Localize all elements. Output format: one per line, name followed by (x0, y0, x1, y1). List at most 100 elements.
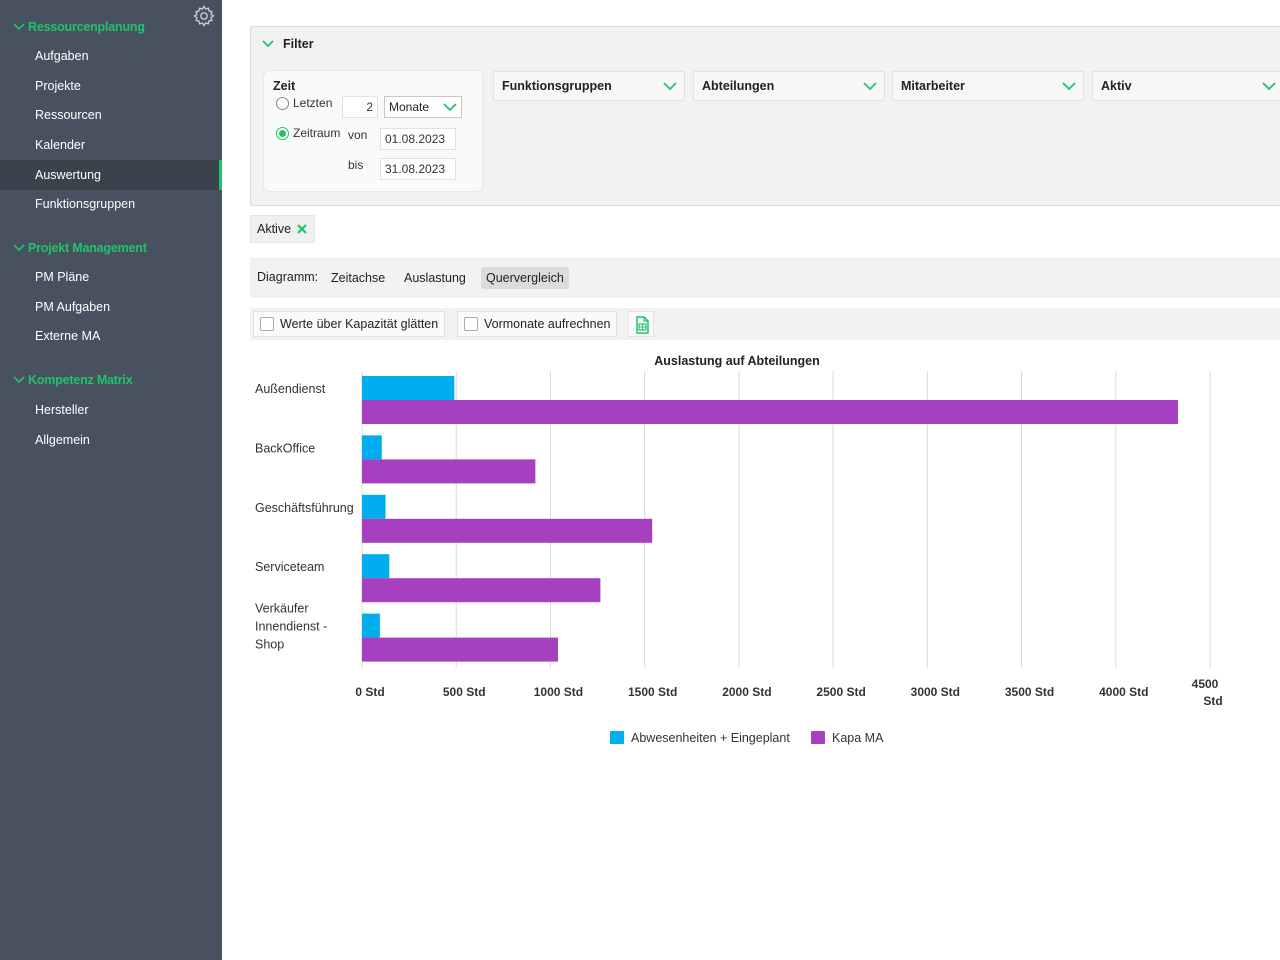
legend-label: Abwesenheiten + Eingeplant (631, 731, 790, 745)
dropdown-label: Aktiv (1101, 79, 1132, 93)
sidebar-item-projekte[interactable]: Projekte (35, 79, 81, 93)
section-label: Ressourcenplanung (28, 20, 145, 34)
chevron-down-icon (13, 244, 25, 252)
x-tick-label: 3000 Std (911, 685, 960, 699)
x-tick-label: 1000 Std (534, 685, 583, 699)
sidebar: Ressourcenplanung Aufgaben Projekte Ress… (0, 0, 222, 960)
section-label: Kompetenz Matrix (28, 373, 133, 387)
diagram-label: Diagramm: (257, 270, 319, 284)
sidebar-item-hersteller[interactable]: Hersteller (35, 403, 89, 417)
close-icon[interactable] (296, 223, 308, 235)
category-label: Außendienst (255, 382, 326, 396)
chevron-down-icon (443, 103, 457, 112)
zeit-label: Zeit (273, 79, 296, 93)
dropdown-label: Mitarbeiter (901, 79, 965, 93)
sidebar-item-pm-aufgaben[interactable]: PM Aufgaben (35, 300, 111, 314)
prev-months-label: Vormonate aufrechnen (484, 317, 611, 331)
letzten-input[interactable]: 2 (342, 96, 378, 118)
bar-abwesenheiten (362, 554, 390, 579)
chevron-down-icon (13, 376, 25, 384)
smooth-label: Werte über Kapazität glätten (280, 317, 439, 331)
dropdown-label: Abteilungen (702, 79, 775, 93)
excel-export-button[interactable] (628, 311, 654, 337)
filter-title: Filter (283, 37, 314, 51)
section-projekt-management[interactable]: Projekt Management (12, 241, 147, 255)
sidebar-item-auswertung[interactable]: Auswertung (0, 160, 222, 190)
checkbox[interactable] (260, 317, 274, 331)
bar-abwesenheiten (362, 613, 380, 638)
sidebar-item-aufgaben[interactable]: Aufgaben (35, 49, 89, 63)
diagram-toolbar: Diagramm: Zeitachse Auslastung Quervergl… (250, 258, 1280, 298)
tab-quervergleich[interactable]: Quervergleich (481, 267, 569, 289)
sidebar-item-ressourcen[interactable]: Ressourcen (35, 108, 102, 122)
dropdown-mitarbeiter[interactable]: Mitarbeiter (892, 71, 1084, 101)
category-label: Serviceteam (255, 560, 324, 574)
legend-swatch (811, 731, 825, 744)
legend-label: Kapa MA (832, 731, 884, 745)
x-tick-label: 3500 Std (1005, 685, 1054, 699)
unit-value: Monate (389, 100, 430, 114)
chip-label: Aktive (257, 222, 292, 236)
zeitraum-label: Zeitraum (293, 126, 341, 140)
section-kompetenz-matrix[interactable]: Kompetenz Matrix (12, 373, 133, 387)
dropdown-label: Funktionsgruppen (502, 79, 612, 93)
sidebar-item-funktionsgruppen[interactable]: Funktionsgruppen (35, 197, 136, 211)
chevron-down-icon (663, 82, 677, 91)
radio-letzten[interactable] (276, 97, 289, 110)
x-tick-label: 500 Std (443, 685, 486, 699)
chevron-down-icon (1062, 82, 1076, 91)
checkbox[interactable] (464, 317, 478, 331)
x-tick-label: 0 Std (355, 685, 384, 699)
filter-panel: Filter Zeit Letzten 2 Monate Zeitraum vo… (250, 26, 1280, 206)
tab-zeitachse[interactable]: Zeitachse (331, 271, 386, 285)
active-filter-chip: Aktive (250, 215, 316, 243)
filter-toggle[interactable]: Filter (261, 37, 314, 51)
letzten-label: Letzten (293, 96, 333, 110)
chevron-down-icon (863, 82, 877, 91)
tab-auslastung[interactable]: Auslastung (404, 271, 466, 285)
bis-label: bis (348, 158, 364, 172)
bar-kapa-ma (362, 518, 653, 543)
category-label: Verkäufer Innendienst -Shop (255, 602, 327, 652)
sidebar-item-pm-plaene[interactable]: PM Pläne (35, 270, 90, 284)
dropdown-aktiv[interactable]: Aktiv (1092, 71, 1280, 101)
x-tick-label: 4000 Std (1099, 685, 1148, 699)
bar-kapa-ma (362, 400, 1178, 424)
x-tick-label: 2500 Std (816, 685, 865, 699)
chevron-down-icon (262, 40, 274, 48)
chevron-down-icon (13, 23, 25, 31)
radio-zeitraum[interactable] (276, 127, 289, 140)
chevron-down-icon (1262, 82, 1276, 91)
bar-abwesenheiten (362, 494, 386, 519)
unit-select[interactable]: Monate (384, 96, 462, 118)
category-label: Geschäftsführung (255, 501, 354, 515)
dropdown-funktionsgruppen[interactable]: Funktionsgruppen (493, 71, 685, 101)
prev-months-checkbox-option[interactable]: Vormonate aufrechnen (457, 311, 618, 337)
bar-abwesenheiten (362, 376, 455, 400)
section-ressourcenplanung[interactable]: Ressourcenplanung (12, 20, 145, 34)
sidebar-item-kalender[interactable]: Kalender (35, 138, 86, 152)
smooth-checkbox-option[interactable]: Werte über Kapazität glätten (253, 311, 446, 337)
sidebar-item-externe-ma[interactable]: Externe MA (35, 329, 101, 343)
options-toolbar: Werte über Kapazität glätten Vormonate a… (250, 308, 1280, 340)
x-tick-label: 4500 Std (1192, 677, 1223, 708)
bar-kapa-ma (362, 459, 536, 484)
von-label: von (348, 128, 368, 142)
sidebar-item-allgemein[interactable]: Allgemein (35, 433, 90, 447)
x-tick-label: 1500 Std (628, 685, 677, 699)
excel-export-icon (636, 316, 649, 334)
bis-date-input[interactable]: 31.08.2023 (380, 158, 456, 180)
category-label: BackOffice (255, 441, 315, 455)
section-label: Projekt Management (28, 241, 147, 255)
bar-abwesenheiten (362, 435, 382, 460)
legend-swatch (610, 731, 624, 744)
dropdown-abteilungen[interactable]: Abteilungen (693, 71, 885, 101)
settings-gear-icon[interactable] (192, 4, 216, 28)
bar-kapa-ma (362, 578, 601, 603)
zeit-box: Zeit Letzten 2 Monate Zeitraum von 01.08… (263, 70, 483, 192)
bar-kapa-ma (362, 637, 558, 662)
bar-chart: Auslastung auf Abteilungen 0 Std 500 Std 10… (255, 354, 1223, 745)
x-tick-label: 2000 Std (722, 685, 771, 699)
von-date-input[interactable]: 01.08.2023 (380, 128, 456, 150)
